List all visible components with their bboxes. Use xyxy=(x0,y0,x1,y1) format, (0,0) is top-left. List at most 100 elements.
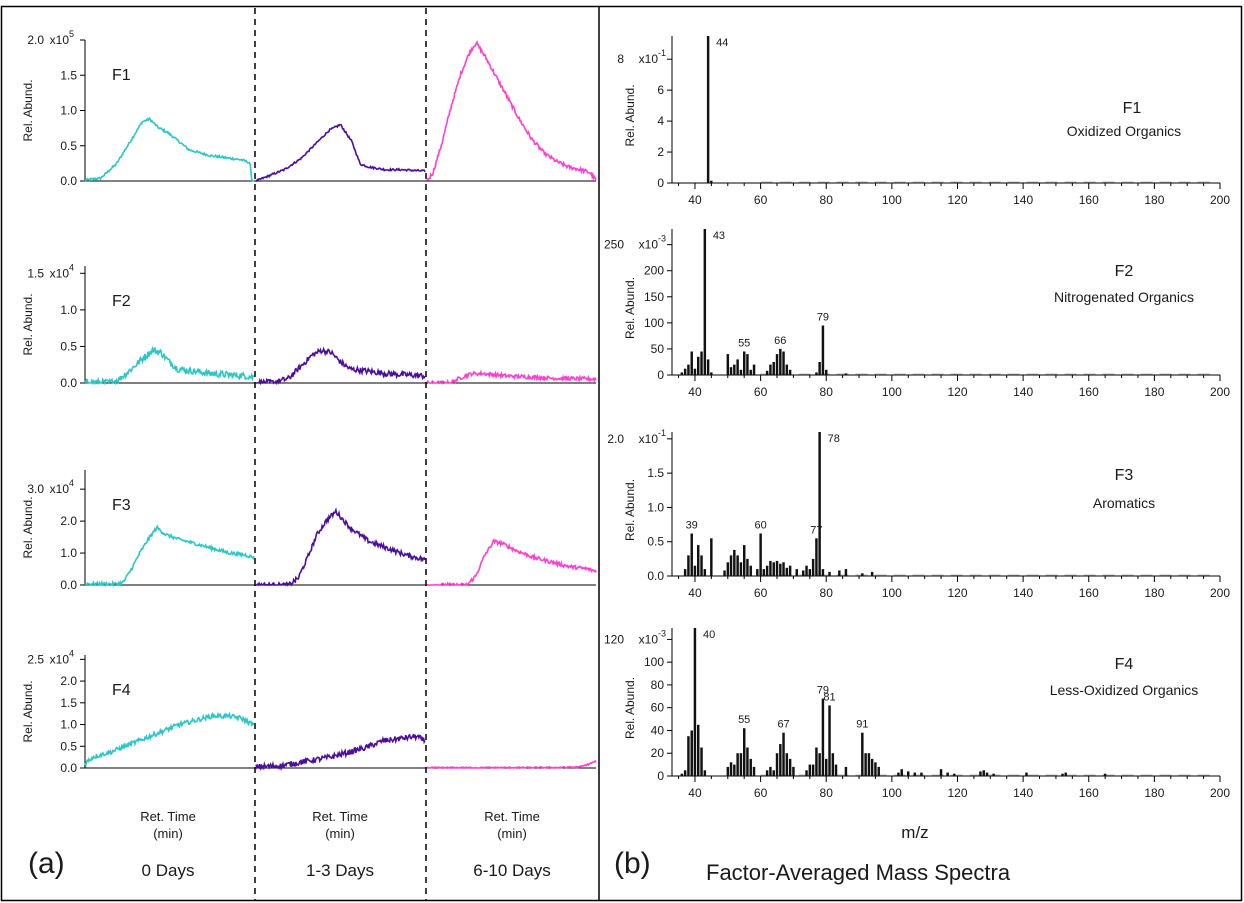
bar-mz-38 xyxy=(687,555,690,576)
bar-mz-128 xyxy=(982,770,985,776)
bar-mz-65 xyxy=(775,354,779,375)
y-tick-label: 20 xyxy=(651,746,665,760)
bar-mz-58 xyxy=(752,364,756,375)
bar-mz-63 xyxy=(769,364,772,375)
bar-mz-50 xyxy=(726,562,730,576)
bar-mz-67 xyxy=(782,351,785,375)
bar-mz-60 xyxy=(759,533,762,576)
bar-mz-67 xyxy=(782,562,785,576)
bar-mz-73 xyxy=(802,570,805,576)
x-tick-label: 160 xyxy=(1079,586,1099,600)
trace-F1-2 xyxy=(426,39,597,181)
bar-mz-53 xyxy=(736,753,739,776)
peak-label-91: 91 xyxy=(856,719,868,731)
bar-mz-39 xyxy=(690,730,693,776)
y-tick-label: 150 xyxy=(644,290,664,304)
x-tick-label: 180 xyxy=(1144,786,1164,800)
y-tick-label: 2.0 xyxy=(607,432,624,446)
bar-mz-105 xyxy=(907,771,910,776)
trace-F1-0 xyxy=(84,116,254,182)
y-tick-label: 60 xyxy=(651,701,665,715)
bar-mz-75 xyxy=(808,764,812,776)
bar-mz-86 xyxy=(844,766,848,776)
bar-mz-39 xyxy=(690,533,693,576)
x-tick-label: 40 xyxy=(688,385,702,399)
x-tick-label: 60 xyxy=(754,193,768,207)
bar-mz-153 xyxy=(1064,772,1067,776)
y-tick-label: 0 xyxy=(657,368,664,382)
peak-label-55: 55 xyxy=(738,714,750,726)
y-axis-label: Rel. Abund. xyxy=(21,293,35,355)
bar-mz-37 xyxy=(683,569,687,576)
x-tick-label: 60 xyxy=(754,385,768,399)
y-tick-label: 1.0 xyxy=(647,500,664,514)
y-multiplier-exponent: -1 xyxy=(658,48,666,58)
y-tick-label: 0.0 xyxy=(60,761,77,775)
bar-mz-58 xyxy=(752,766,756,776)
bar-mz-66 xyxy=(779,348,782,375)
bar-mz-79 xyxy=(821,325,825,375)
factor-label-F2: F2 xyxy=(112,293,131,310)
y-tick-label: 1.5 xyxy=(647,466,664,480)
peak-label-79: 79 xyxy=(817,685,829,697)
bar-mz-119 xyxy=(953,773,956,776)
bar-mz-62 xyxy=(765,770,769,776)
x-tick-label: 120 xyxy=(947,586,967,600)
x-tick-label: 120 xyxy=(947,786,967,800)
factor-title-F3: F3 xyxy=(1115,467,1134,484)
peak-label-79: 79 xyxy=(817,311,829,323)
x-tick-label: 100 xyxy=(882,193,902,207)
bar-mz-131 xyxy=(992,773,995,776)
column-label-1-3days: 1-3 Days xyxy=(306,861,374,880)
peak-label-44: 44 xyxy=(716,37,728,49)
bar-mz-54 xyxy=(739,562,743,576)
y-multiplier-exponent: 4 xyxy=(69,262,74,272)
bar-mz-129 xyxy=(985,772,989,776)
bar-mz-103 xyxy=(900,769,903,776)
bar-mz-79 xyxy=(821,698,825,776)
bar-mz-63 xyxy=(769,766,772,776)
peak-label-40: 40 xyxy=(703,629,715,641)
x-tick-label: 40 xyxy=(688,586,702,600)
bar-mz-92 xyxy=(864,753,867,776)
x-tick-label: 80 xyxy=(820,193,834,207)
bar-mz-59 xyxy=(756,569,759,576)
bar-mz-94 xyxy=(870,571,874,576)
bar-mz-36 xyxy=(680,372,684,375)
y-multiplier: x10 xyxy=(50,652,70,666)
bar-mz-62 xyxy=(765,370,769,375)
bar-mz-93 xyxy=(867,753,871,776)
bar-mz-78 xyxy=(818,432,821,576)
y-tick-label: 8 xyxy=(617,52,624,66)
bar-mz-56 xyxy=(746,558,749,576)
bar-mz-76 xyxy=(811,764,815,776)
y-tick-label: 250 xyxy=(604,238,624,252)
y-tick-label: 2.0 xyxy=(60,514,77,528)
bar-mz-40 xyxy=(693,628,697,776)
y-tick-label: 2.0 xyxy=(27,33,44,47)
bar-mz-50 xyxy=(726,354,730,375)
x-tick-label: 160 xyxy=(1079,786,1099,800)
bar-mz-41 xyxy=(697,356,700,376)
y-multiplier-exponent: 4 xyxy=(69,478,74,488)
x-tick-label: 200 xyxy=(1210,385,1230,399)
y-multiplier: x10 xyxy=(639,52,659,66)
bar-mz-96 xyxy=(877,766,880,776)
bar-mz-84 xyxy=(838,570,841,576)
bar-mz-42 xyxy=(700,351,703,375)
peak-label-66: 66 xyxy=(774,335,786,347)
bar-mz-127 xyxy=(979,771,982,776)
bar-mz-44 xyxy=(706,359,710,375)
bar-mz-57 xyxy=(749,758,752,776)
y-multiplier: x10 xyxy=(639,632,659,646)
bar-mz-77 xyxy=(815,538,818,576)
bar-mz-55 xyxy=(743,545,746,576)
bar-mz-43 xyxy=(703,569,707,576)
peak-label-43: 43 xyxy=(713,230,725,242)
bar-mz-36 xyxy=(680,773,684,776)
mass-spectrum-F2: 40 60 80 100 120 140 160 180 200 0 50 100 150 200 250 x… xyxy=(604,229,1230,399)
y-tick-label: 100 xyxy=(644,655,664,669)
y-tick-label: 1.0 xyxy=(60,104,77,118)
